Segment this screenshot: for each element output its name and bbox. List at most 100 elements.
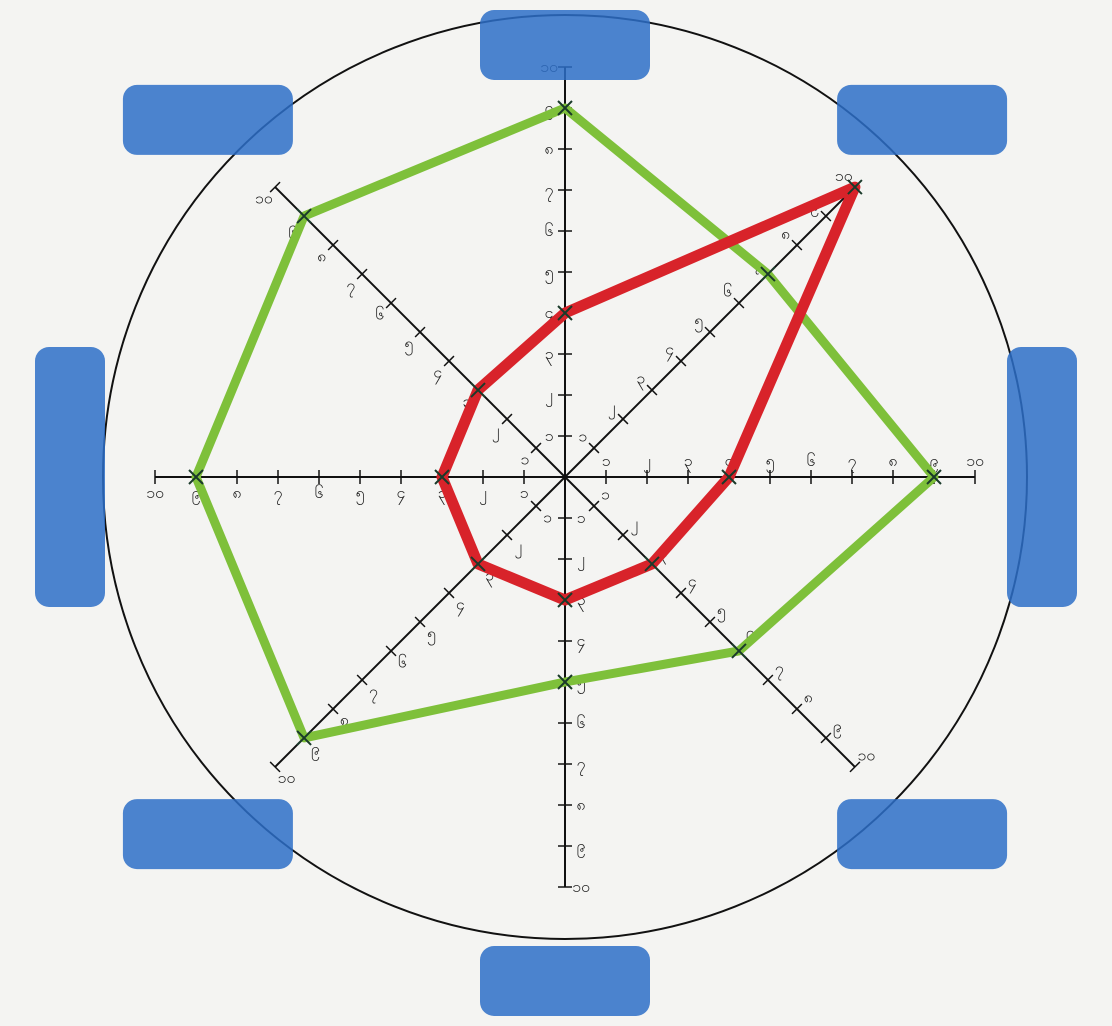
tick-label: ၁၀: [146, 483, 164, 502]
tick-label: ၁၀: [277, 768, 295, 787]
tick-label: ၁: [520, 483, 529, 502]
tick-label: ၄: [725, 451, 734, 473]
tick-label: ၈: [232, 483, 241, 502]
tick-mark: [820, 732, 832, 744]
tick-label: ၈: [888, 451, 897, 470]
tick-mark: [791, 703, 803, 715]
series-0-point-5: [296, 730, 312, 746]
tick-mark: [356, 268, 368, 280]
tick-mark: [385, 297, 397, 309]
tick-label: ၇: [346, 275, 355, 297]
tick-label: ၉: [545, 98, 554, 120]
axis-label-box-0: [480, 10, 650, 80]
series-1-point-1: [847, 179, 863, 195]
tick-label: ၉: [311, 739, 320, 761]
tick-mark: [414, 326, 426, 338]
tick-mark: [501, 529, 513, 541]
tick-label: ၉: [833, 717, 842, 739]
series-1-point-7: [470, 382, 486, 398]
tick-label: ၅: [694, 311, 703, 333]
tick-label: ၁: [602, 451, 611, 470]
tick-label: ၅: [545, 262, 554, 284]
tick-label: ၆: [315, 483, 324, 502]
tick-label: ၈: [576, 795, 585, 814]
tick-label: ၄: [545, 303, 554, 325]
series-0-point-2: [926, 469, 942, 485]
tick-label: ၇: [775, 659, 784, 681]
series-1-point-0: [557, 305, 573, 321]
series-0-point-7: [296, 208, 312, 224]
tick-mark: [849, 761, 861, 773]
tick-mark: [385, 645, 397, 657]
tick-label: ၃: [636, 369, 645, 391]
tick-mark: [762, 674, 774, 686]
tick-label: ၂: [479, 483, 487, 505]
tick-mark: [617, 529, 629, 541]
tick-label: ၅: [766, 451, 775, 473]
tick-mark: [356, 674, 368, 686]
tick-label: ၉: [930, 451, 939, 473]
tick-label: ၁: [601, 485, 610, 504]
tick-label: ၄: [688, 572, 697, 594]
axis-label-layer: [35, 10, 1077, 1016]
tick-label: ၁: [543, 507, 552, 526]
tick-label: ၁: [578, 427, 587, 446]
tick-mark: [675, 355, 687, 367]
axis-label-box-4: [480, 946, 650, 1016]
tick-label: ၅: [427, 623, 436, 645]
tick-label: ၃: [577, 590, 586, 612]
tick-mark: [269, 181, 281, 193]
tick-label: ၃: [462, 391, 471, 413]
tick-label: ၈: [544, 139, 553, 158]
tick-mark: [414, 616, 426, 628]
tick-label: ၂: [643, 451, 651, 473]
tick-mark: [588, 442, 600, 454]
series-0-point-0: [557, 100, 573, 116]
tick-mark: [530, 500, 542, 512]
tick-label: ၄: [456, 594, 465, 616]
tick-label: ၆: [577, 713, 586, 732]
series-1-point-4: [557, 592, 573, 608]
axis-label-box-5: [122, 799, 293, 870]
tick-mark: [588, 500, 600, 512]
tick-label: ၁၀: [572, 877, 590, 896]
tick-label: ၄: [665, 340, 674, 362]
tick-label: ၈: [781, 224, 790, 243]
tick-label: ၂: [577, 549, 585, 571]
tick-mark: [443, 587, 455, 599]
tick-label: ၇: [577, 754, 586, 776]
tick-mark: [617, 413, 629, 425]
series-1-point-5: [470, 556, 486, 572]
tick-label: ၄: [397, 483, 406, 505]
tick-label: ၂: [514, 536, 522, 558]
series-layer: [188, 100, 942, 746]
tick-label: ၇: [369, 681, 378, 703]
tick-label: ၈: [804, 688, 813, 707]
axis-label-box-2: [1007, 347, 1077, 607]
tick-mark: [704, 326, 716, 338]
axis-label-box-3: [837, 799, 1008, 870]
tick-label: ၄: [577, 631, 586, 653]
tick-label: ၉: [192, 483, 201, 505]
tick-label: ၂: [630, 514, 638, 536]
tick-label: ၈: [340, 710, 349, 729]
tick-label: ၁၀: [857, 746, 875, 765]
tick-mark: [675, 587, 687, 599]
tick-label: ၁၀: [255, 188, 273, 207]
tick-mark: [530, 442, 542, 454]
tick-mark: [327, 703, 339, 715]
tick-label: ၆: [723, 282, 732, 301]
tick-mark: [704, 616, 716, 628]
tick-label: ၁: [577, 508, 586, 527]
tick-label: ၃: [545, 344, 554, 366]
tick-mark: [820, 210, 832, 222]
tick-mark: [269, 761, 281, 773]
tick-label: ၁၀: [966, 451, 984, 470]
series-1-point-3: [644, 556, 660, 572]
tick-label: ၅: [717, 601, 726, 623]
tick-label: ၇: [274, 483, 283, 505]
tick-label: ၂: [492, 420, 500, 442]
tick-label: ၇: [848, 451, 857, 473]
axis-label-box-1: [837, 84, 1008, 155]
